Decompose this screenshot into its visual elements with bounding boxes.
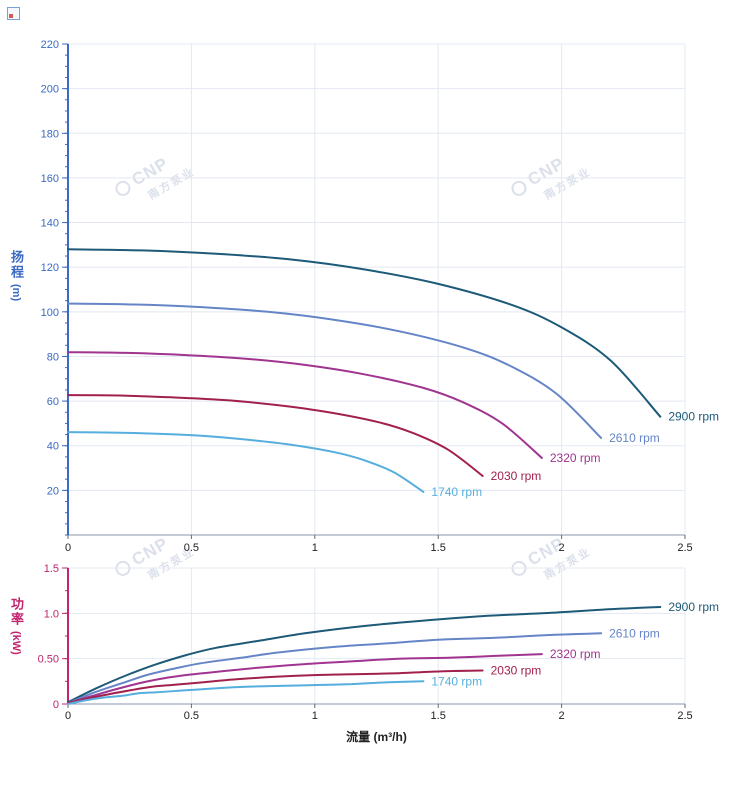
series-curve-2030-rpm: [67, 394, 484, 477]
y-tick-label: 40: [47, 441, 59, 453]
series-curve-2610-rpm: [67, 302, 603, 439]
x-tick-label: 1.5: [431, 710, 446, 722]
series-curve-1740-rpm: [67, 431, 425, 493]
series-label-2030-rpm: 2030 rpm: [491, 663, 542, 677]
x-tick-label: 1: [312, 710, 318, 722]
series-label-2320-rpm: 2320 rpm: [550, 647, 601, 661]
y-tick-label: 220: [41, 39, 59, 51]
series-label-2030-rpm: 2030 rpm: [491, 469, 542, 483]
y-tick-label: 100: [41, 307, 59, 319]
power-axis-title-unit: (kW): [9, 631, 22, 655]
y-tick-label: 60: [47, 396, 59, 408]
head-flow-chart: 20 40 60 80 100 120 140 160 180 200 220 0 0.5 1 1.5 2 2.…: [41, 39, 719, 554]
y-tick-label: 120: [41, 262, 59, 274]
y-tick-label: 1.5: [44, 563, 59, 575]
x-tick-label: 0.5: [184, 710, 199, 722]
series-label-2610-rpm: 2610 rpm: [609, 626, 660, 640]
series-curve-2610-rpm: [67, 632, 603, 705]
head-axis-title-cn: 扬程: [8, 250, 24, 280]
broken-image-icon: [7, 7, 20, 20]
x-tick-label: 1: [312, 542, 318, 554]
y-tick-label: 20: [47, 485, 59, 497]
y-tick-label: 80: [47, 351, 59, 363]
x-tick-label: 1.5: [431, 542, 446, 554]
x-tick-label: 0: [65, 710, 71, 722]
x-tick-label: 2: [559, 542, 565, 554]
series-curve-2030-rpm: [67, 669, 484, 705]
x-tick-label: 0: [65, 542, 71, 554]
series-label-2900-rpm: 2900 rpm: [668, 410, 719, 424]
series-label-1740-rpm: 1740 rpm: [431, 674, 482, 688]
y-tick-label: 0.50: [38, 654, 59, 666]
series-curve-2320-rpm: [67, 351, 543, 459]
y-tick-label: 1.0: [44, 608, 59, 620]
series-label-2610-rpm: 2610 rpm: [609, 431, 660, 445]
flow-axis-title: 流量 (m³/h): [346, 730, 407, 744]
x-tick-label: 2.5: [677, 542, 692, 554]
power-flow-chart: 0 0.50 1.0 1.5 0 0.5 1 1.5 2 2.5 2900 rpm 2610 rpm 2…: [38, 563, 719, 722]
y-tick-label: 160: [41, 173, 59, 185]
series-label-2900-rpm: 2900 rpm: [668, 600, 719, 614]
head-axis-title-unit: (m): [9, 284, 22, 302]
series-curve-2900-rpm: [67, 606, 662, 704]
y-tick-label: 180: [41, 128, 59, 140]
series-label-2320-rpm: 2320 rpm: [550, 451, 601, 465]
power-axis-title: 功率 (kW): [8, 597, 24, 655]
y-tick-label: 200: [41, 84, 59, 96]
y-tick-label: 140: [41, 218, 59, 230]
series-label-1740-rpm: 1740 rpm: [431, 485, 482, 499]
head-axis-title: 扬程 (m): [8, 250, 24, 302]
power-axis-title-cn: 功率: [8, 597, 24, 627]
x-tick-label: 2.5: [677, 710, 692, 722]
series-curve-1740-rpm: [67, 680, 425, 705]
series-curve-2900-rpm: [67, 248, 662, 418]
x-tick-label: 2: [559, 710, 565, 722]
y-tick-label: 0: [53, 699, 59, 711]
series-curve-2320-rpm: [67, 653, 543, 705]
x-tick-label: 0.5: [184, 542, 199, 554]
